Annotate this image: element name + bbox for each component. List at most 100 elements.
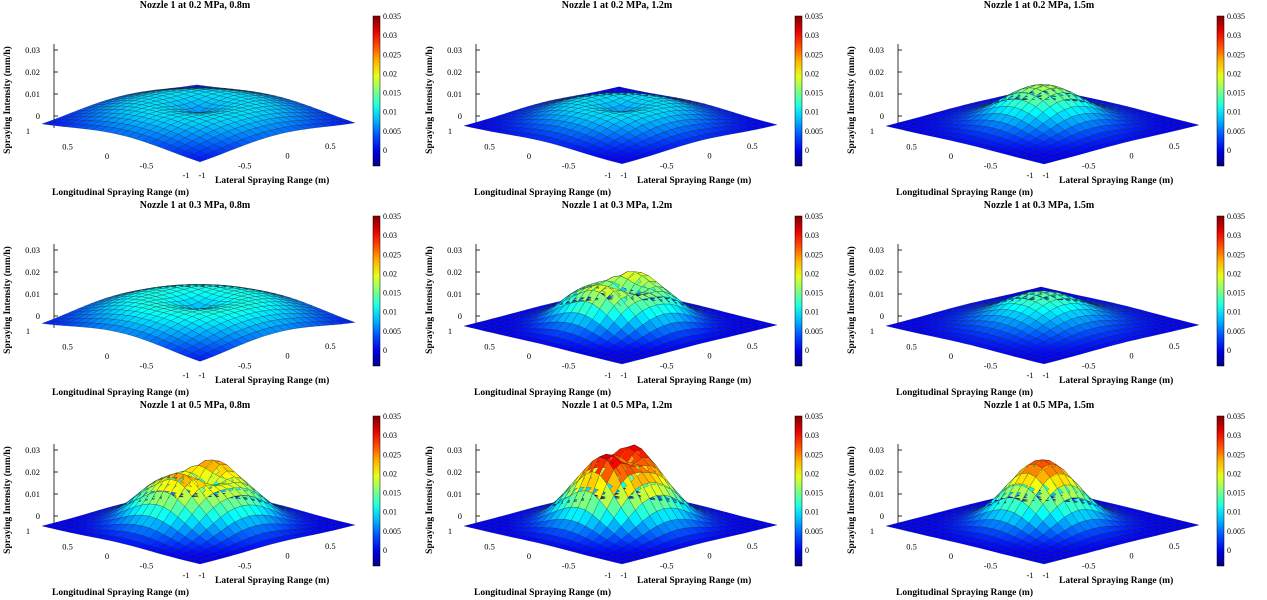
y-tick-label: 1 (448, 326, 452, 336)
y-tick-label: 1 (870, 326, 874, 336)
colorbar (1216, 15, 1225, 167)
y-tick-label: 0 (949, 151, 953, 161)
z-axis-label: Spraying Intensity (mm/h) (3, 446, 13, 554)
x-tick-label: 0.5 (1169, 141, 1180, 151)
plot-title: Nozzle 1 at 0.5 MPa, 1.5m (983, 400, 1095, 411)
colorbar-tick-label: 0 (805, 346, 809, 355)
surface-cell (41, 320, 57, 325)
y-tick-label: 1 (448, 526, 452, 536)
y-tick-label: 1 (26, 126, 30, 136)
colorbar-tick-label: 0.02 (383, 69, 397, 78)
colorbar-tick-label: 0.03 (805, 231, 819, 240)
y-tick-label: 0.5 (906, 342, 917, 352)
y-tick-label: -0.5 (140, 361, 153, 371)
colorbar-tick-label: 0 (805, 546, 809, 555)
x-tick-label: 0 (285, 351, 289, 361)
x-tick-label: -0.5 (238, 560, 251, 570)
z-tick-label: 0.02 (25, 267, 40, 277)
z-tick-label: 0 (36, 511, 40, 521)
z-axis-label: Spraying Intensity (mm/h) (847, 46, 857, 154)
colorbar-tick-label: 0.005 (1227, 327, 1245, 336)
colorbar-tick-label: 0.035 (1227, 212, 1245, 221)
colorbar-tick-label: 0.025 (383, 450, 401, 459)
y-tick-label: -0.5 (984, 561, 997, 571)
z-axis-label: Spraying Intensity (mm/h) (847, 246, 857, 354)
surface-mesh (41, 459, 356, 565)
y-tick-label: 0.5 (906, 142, 917, 152)
colorbar-tick-label: 0.025 (1227, 50, 1245, 59)
colorbar-tick-label: 0 (805, 146, 809, 155)
y-tick-label: -1 (1026, 170, 1033, 180)
y-axis-label: Longitudinal Spraying Range (m) (474, 388, 611, 398)
z-tick-label: 0.02 (869, 467, 884, 477)
y-axis-label: Longitudinal Spraying Range (m) (474, 188, 611, 198)
x-axis-label: Lateral Spraying Range (m) (215, 576, 330, 586)
colorbar-tick-label: 0.035 (383, 212, 401, 221)
surface-mesh (885, 84, 1200, 165)
z-tick-label: 0.02 (869, 67, 884, 77)
surface-mesh (463, 444, 778, 565)
y-axis-label: Longitudinal Spraying Range (m) (896, 588, 1033, 598)
y-tick-label: -1 (604, 570, 611, 580)
plot-title: Nozzle 1 at 0.2 MPa, 1.5m (983, 0, 1095, 11)
y-tick-label: 1 (26, 526, 30, 536)
plot-title: Nozzle 1 at 0.5 MPa, 1.2m (561, 400, 673, 411)
z-tick-label: 0.01 (869, 489, 884, 499)
y-tick-label: 0.5 (484, 542, 495, 552)
x-tick-label: 0.5 (1169, 541, 1180, 551)
z-tick-label: 0.01 (447, 289, 462, 299)
y-tick-label: 0.5 (62, 342, 73, 352)
y-axis-label: Longitudinal Spraying Range (m) (896, 388, 1033, 398)
y-tick-label: -1 (182, 170, 189, 180)
x-tick-label: -1 (198, 170, 205, 180)
z-tick-label: 0 (880, 111, 884, 121)
x-tick-label: 0.5 (325, 141, 336, 151)
colorbar-tick-label: 0 (1227, 346, 1231, 355)
colorbar-tick-label: 0.01 (383, 308, 397, 317)
y-tick-label: -1 (1026, 570, 1033, 580)
colorbar-tick-label: 0.01 (1227, 508, 1241, 517)
z-tick-label: 0.03 (869, 245, 884, 255)
colorbar-tick-label: 0.025 (805, 250, 823, 259)
plot-title: Nozzle 1 at 0.3 MPa, 1.2m (561, 200, 673, 211)
colorbar-tick-label: 0.015 (383, 489, 401, 498)
colorbar (372, 215, 381, 367)
surface-cell (885, 323, 901, 328)
colorbar-tick-label: 0.02 (383, 269, 397, 278)
colorbar-tick-label: 0.03 (1227, 31, 1241, 40)
colorbar-tick-label: 0.03 (383, 431, 397, 440)
z-tick-label: 0.03 (447, 245, 462, 255)
y-tick-label: -0.5 (984, 361, 997, 371)
colorbar-tick-label: 0.025 (383, 250, 401, 259)
colorbar-tick-label: 0.03 (1227, 231, 1241, 240)
x-tick-label: -1 (620, 570, 627, 580)
x-axis-label: Lateral Spraying Range (m) (637, 376, 752, 386)
z-axis-label: Spraying Intensity (mm/h) (425, 446, 435, 554)
z-tick-label: 0.01 (447, 489, 462, 499)
colorbar-tick-label: 0.015 (805, 489, 823, 498)
x-tick-label: -0.5 (660, 560, 673, 570)
y-tick-label: 0 (527, 551, 531, 561)
colorbar-tick-label: 0.005 (383, 527, 401, 536)
y-tick-label: 0.5 (62, 142, 73, 152)
y-axis-label: Longitudinal Spraying Range (m) (52, 388, 189, 398)
colorbar-tick-label: 0.035 (805, 12, 823, 21)
colorbar-tick-label: 0 (383, 546, 387, 555)
colorbar-tick-label: 0.01 (805, 308, 819, 317)
z-axis-label: Spraying Intensity (mm/h) (425, 246, 435, 354)
y-tick-label: -1 (182, 370, 189, 380)
y-tick-label: 1 (870, 526, 874, 536)
colorbar-tick-label: 0.01 (805, 108, 819, 117)
z-tick-label: 0 (880, 311, 884, 321)
z-tick-label: 0.03 (869, 45, 884, 55)
x-tick-label: 0 (707, 351, 711, 361)
surface-cell (463, 324, 479, 328)
colorbar-tick-label: 0.035 (805, 212, 823, 221)
y-tick-label: 0.5 (484, 142, 495, 152)
y-tick-label: -0.5 (140, 161, 153, 171)
colorbar (794, 215, 803, 367)
x-tick-label: 0 (285, 151, 289, 161)
